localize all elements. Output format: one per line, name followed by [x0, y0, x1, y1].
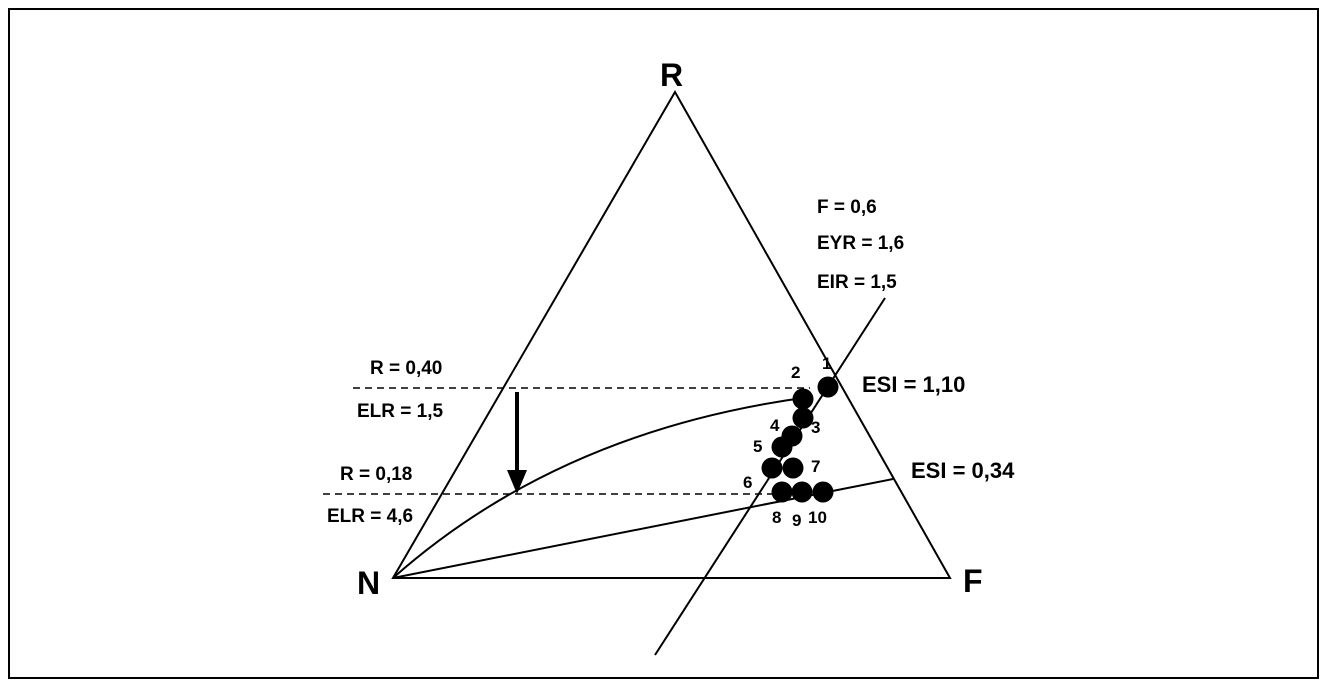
point-label-9: 9 — [792, 511, 801, 530]
vertex-label-r: R — [660, 57, 683, 93]
points-layer — [761, 376, 839, 503]
point-label-7: 7 — [811, 457, 820, 476]
label-elr-low: ELR = 4,6 — [327, 506, 413, 527]
point-label-8: 8 — [772, 508, 781, 527]
esi-curve-high — [392, 396, 811, 579]
figure-frame — [8, 8, 1319, 679]
label-elr-high: ELR = 1,5 — [357, 401, 443, 422]
point-label-1: 1 — [822, 354, 831, 373]
point-6 — [761, 457, 783, 479]
arrow-down-icon — [507, 470, 527, 494]
point-2 — [792, 388, 814, 410]
label-eyr-value: EYR = 1,6 — [817, 233, 904, 254]
point-label-3: 3 — [811, 418, 820, 437]
point-10 — [812, 481, 834, 503]
point-label-4: 4 — [770, 416, 780, 435]
point-5 — [771, 436, 793, 458]
label-f-value: F = 0,6 — [817, 197, 877, 218]
point-9 — [791, 481, 813, 503]
point-7 — [782, 457, 804, 479]
point-label-10: 10 — [808, 508, 827, 527]
point-3 — [792, 407, 814, 429]
label-esi-low: ESI = 0,34 — [911, 458, 1015, 483]
label-eir-value: EIR = 1,5 — [817, 272, 897, 293]
point-label-6: 6 — [743, 473, 752, 492]
ternary-triangle — [391, 89, 952, 579]
label-esi-high: ESI = 1,10 — [862, 372, 965, 397]
point-label-5: 5 — [753, 437, 762, 456]
point-1 — [817, 376, 839, 398]
point-8 — [771, 481, 793, 503]
label-r-high: R = 0,40 — [370, 358, 442, 379]
vertex-label-n: N — [357, 565, 380, 601]
vertex-label-f: F — [963, 563, 983, 599]
point-label-2: 2 — [791, 363, 800, 382]
label-r-low: R = 0,18 — [340, 464, 412, 485]
